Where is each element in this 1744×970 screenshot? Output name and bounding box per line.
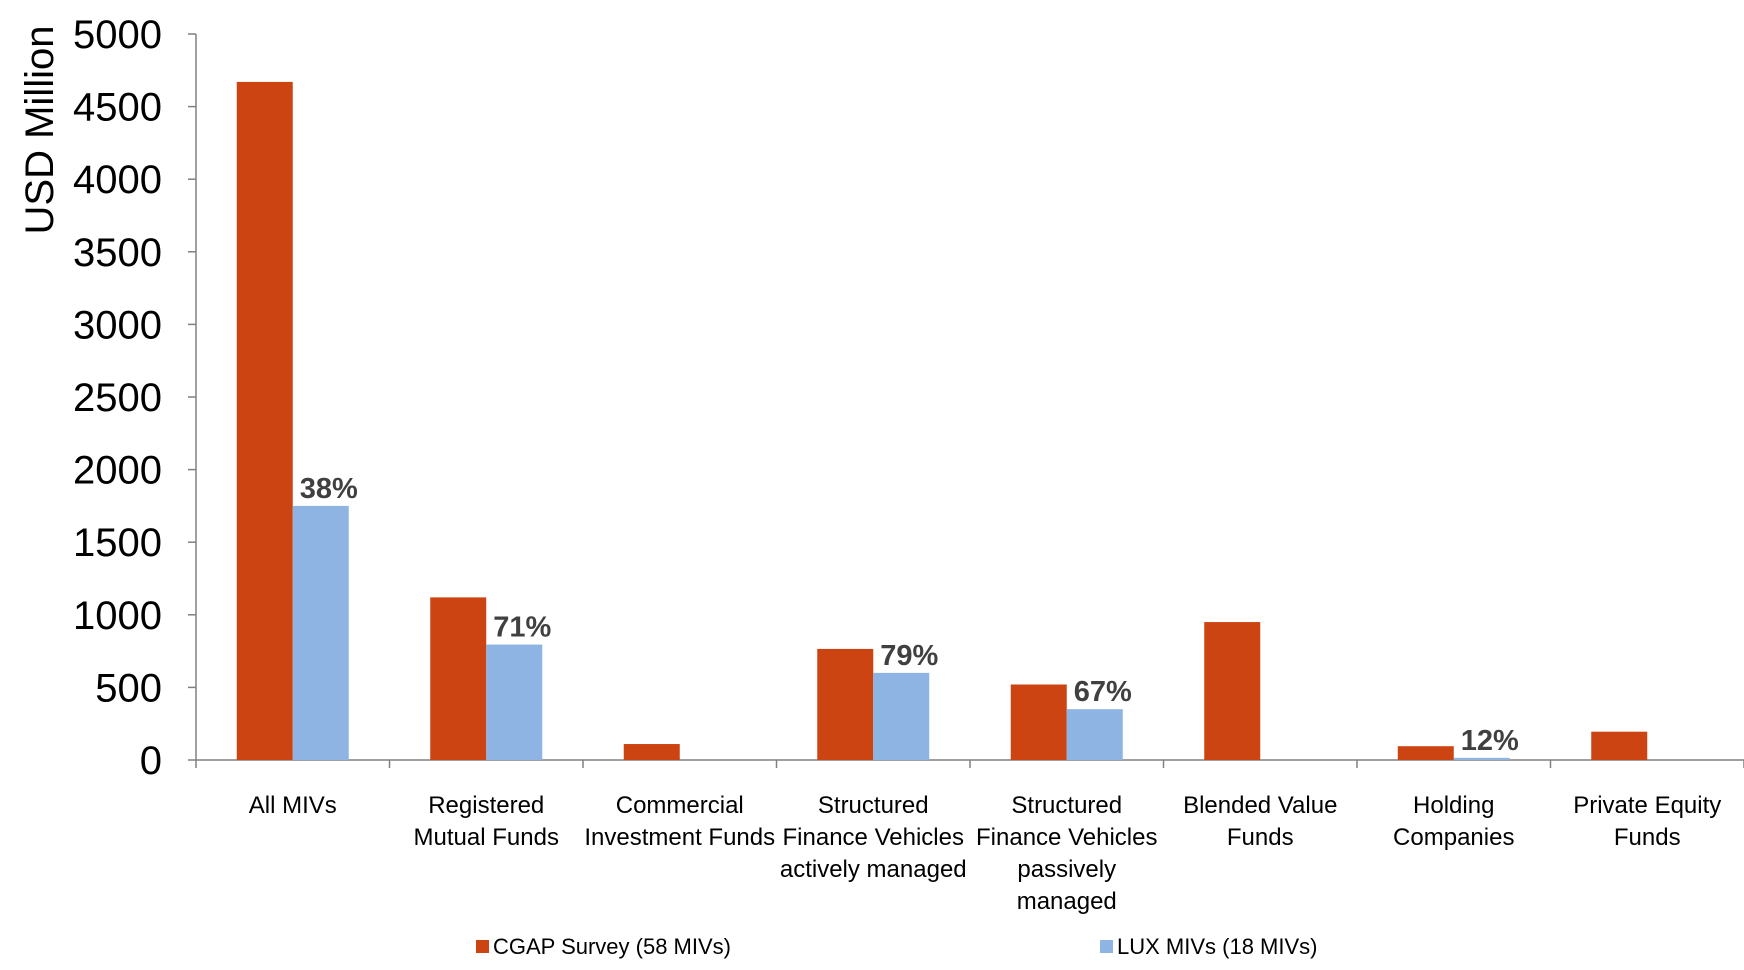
data-labels: 38% 71% 79% 67% 12% [300,473,1519,757]
y-ticks: 0 500 1000 1500 2000 2500 3000 3500 4000 4500 5000 [73,13,196,783]
category-label: Blended Value Funds [1183,792,1337,851]
category-label: Private Equity Funds [1573,792,1721,851]
y-tick-label: 2000 [73,449,162,493]
data-label: 79% [880,640,938,672]
data-label: 71% [493,612,551,644]
y-tick-label: 4500 [73,86,162,130]
data-label: 38% [300,473,358,505]
y-tick-label: 3500 [73,231,162,275]
legend-swatch-cgap [476,940,489,953]
bars [236,81,1648,760]
y-axis-title-group: USD Million [18,26,62,235]
legend-label-lux: LUX MIVs (18 MIVs) [1117,934,1317,959]
category-label: Structured Finance Vehicles passively manag… [976,792,1157,915]
category-label: Structured Finance Vehicles actively manag… [780,792,967,883]
category-label: Holding Companies [1393,792,1514,851]
legend-label-cgap: CGAP Survey (58 MIVs) [493,934,731,959]
bar-cgap [1591,731,1648,760]
y-tick-label: 4000 [73,158,162,202]
bar-lux [873,672,930,760]
bar-cgap [1010,684,1067,760]
bar-lux [1453,757,1510,760]
legend: CGAP Survey (58 MIVs) LUX MIVs (18 MIVs) [476,934,1317,959]
category-labels: All MIVs Registered Mutual Funds Commercial… [249,792,1722,915]
category-label: Registered Mutual Funds [414,792,559,851]
bar-lux [1066,709,1123,760]
y-tick-label: 1500 [73,521,162,565]
bar-cgap [430,597,487,760]
category-label: Commercial Investment Funds [584,792,775,851]
data-label: 67% [1074,676,1132,708]
axes [195,34,1744,768]
data-label: 12% [1461,725,1519,757]
y-tick-label: 5000 [73,13,162,57]
y-tick-label: 1000 [73,594,162,638]
y-tick-label: 3000 [73,303,162,347]
bar-cgap [817,648,874,760]
y-tick-label: 0 [140,739,162,783]
bar-cgap [1204,622,1261,760]
y-tick-label: 2500 [73,376,162,420]
bar-lux [486,644,543,760]
y-tick-label: 500 [95,666,162,710]
y-axis-title: USD Million [18,26,62,235]
bar-lux [292,505,349,760]
bar-cgap [236,81,293,760]
bar-cgap [623,744,680,760]
category-label: All MIVs [249,792,337,819]
legend-swatch-lux [1100,940,1113,953]
bar-cgap [1397,746,1454,760]
